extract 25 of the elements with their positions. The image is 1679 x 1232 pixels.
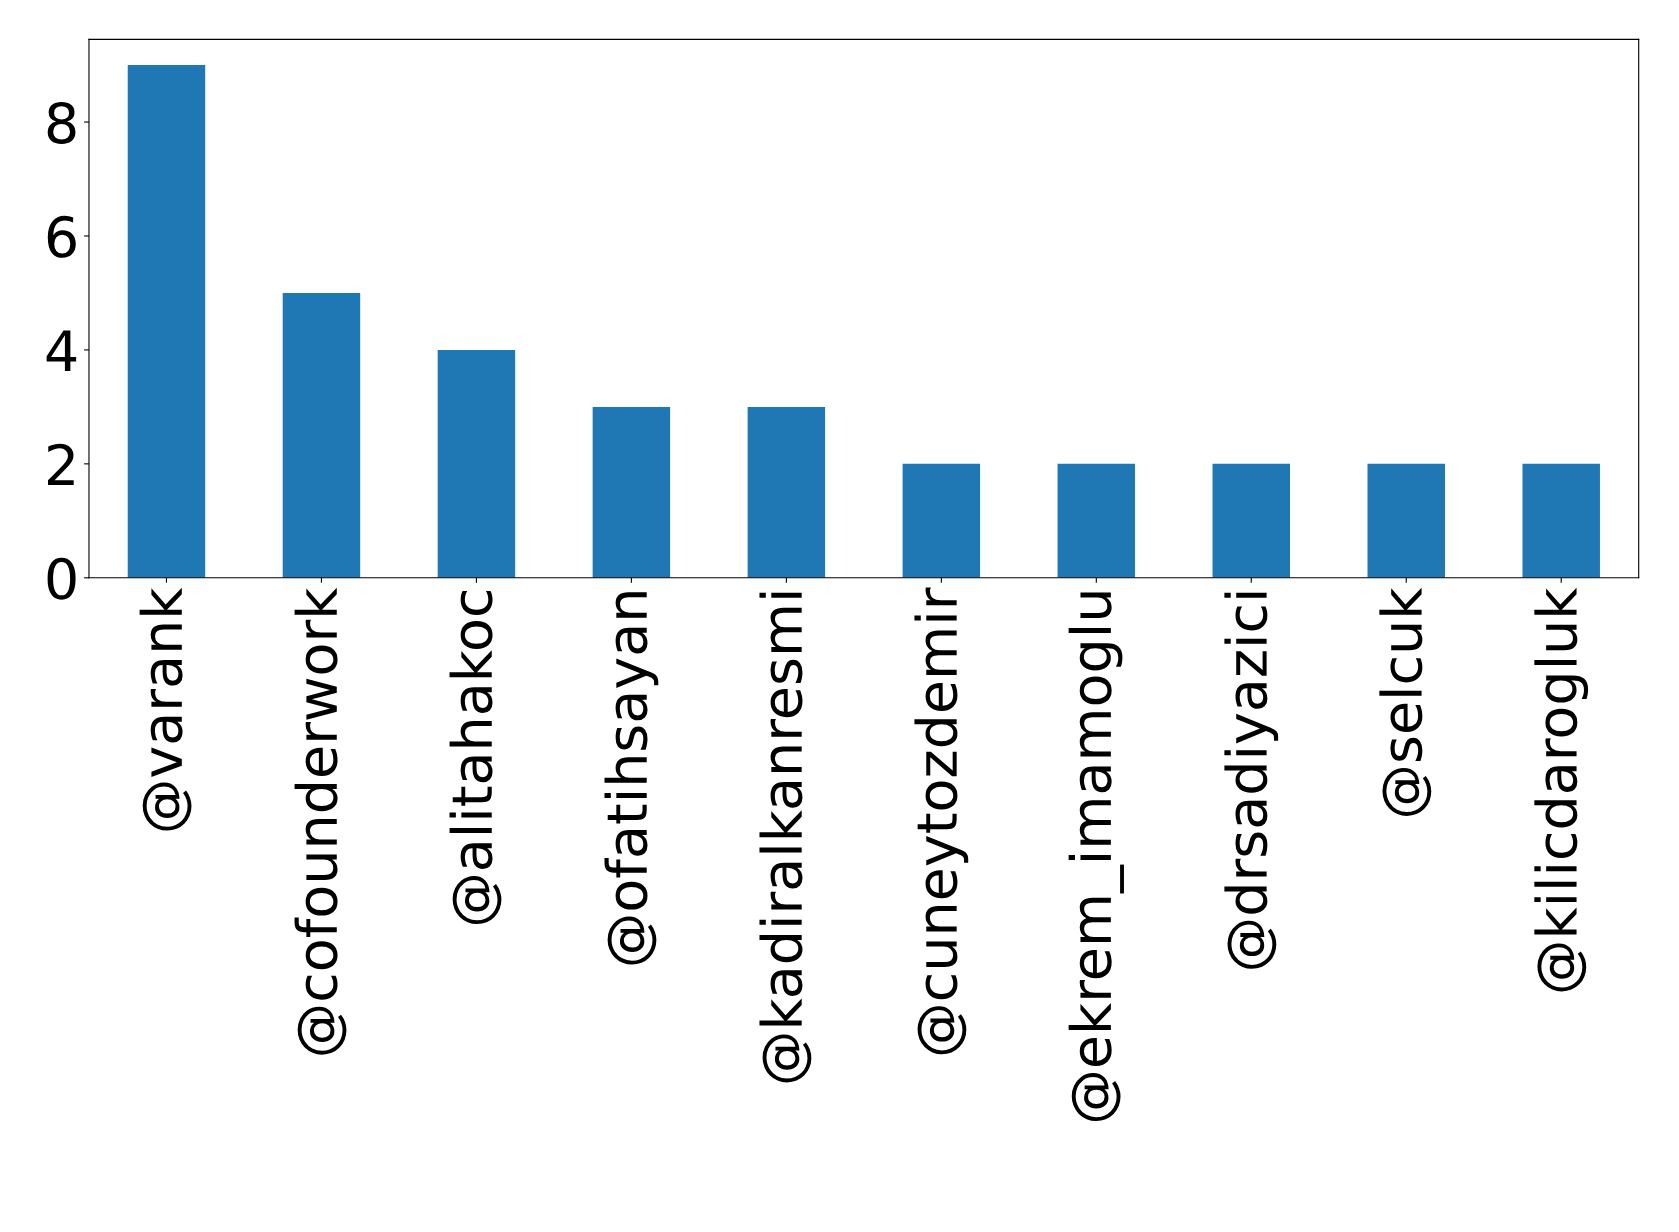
x-tick-label: @varank <box>139 587 192 831</box>
bar <box>1212 463 1291 578</box>
x-tick-label: @drsadiyazici <box>1224 592 1279 969</box>
bar <box>902 463 981 578</box>
bar <box>592 406 671 578</box>
x-tick-label: @cofounderwork <box>294 587 347 1055</box>
x-tick-label: @alitahakoc <box>449 590 502 925</box>
y-tick-label: 0 <box>47 557 76 600</box>
x-tick-label: @selcuk <box>1379 587 1432 816</box>
bar <box>1057 463 1136 578</box>
bar <box>1367 463 1445 578</box>
bar <box>1522 463 1600 578</box>
x-tick-label: @kadiralkanresmi <box>759 592 812 1083</box>
bar <box>747 406 826 578</box>
bar <box>282 292 361 578</box>
bar <box>127 65 206 578</box>
y-tick-label: 6 <box>47 215 76 258</box>
bar <box>437 349 516 578</box>
y-tick-label: 4 <box>46 330 77 372</box>
x-tick-label: @ofatihsayan <box>604 592 659 965</box>
y-tick-label: 2 <box>47 443 74 485</box>
x-tick-label: @ekrem_imamoglu <box>1068 592 1124 1122</box>
y-tick-label: 8 <box>47 101 76 144</box>
x-tick-label: @cuneytozdemir <box>914 587 969 1055</box>
x-tick-label: @kilicdarogluk <box>1534 587 1589 992</box>
